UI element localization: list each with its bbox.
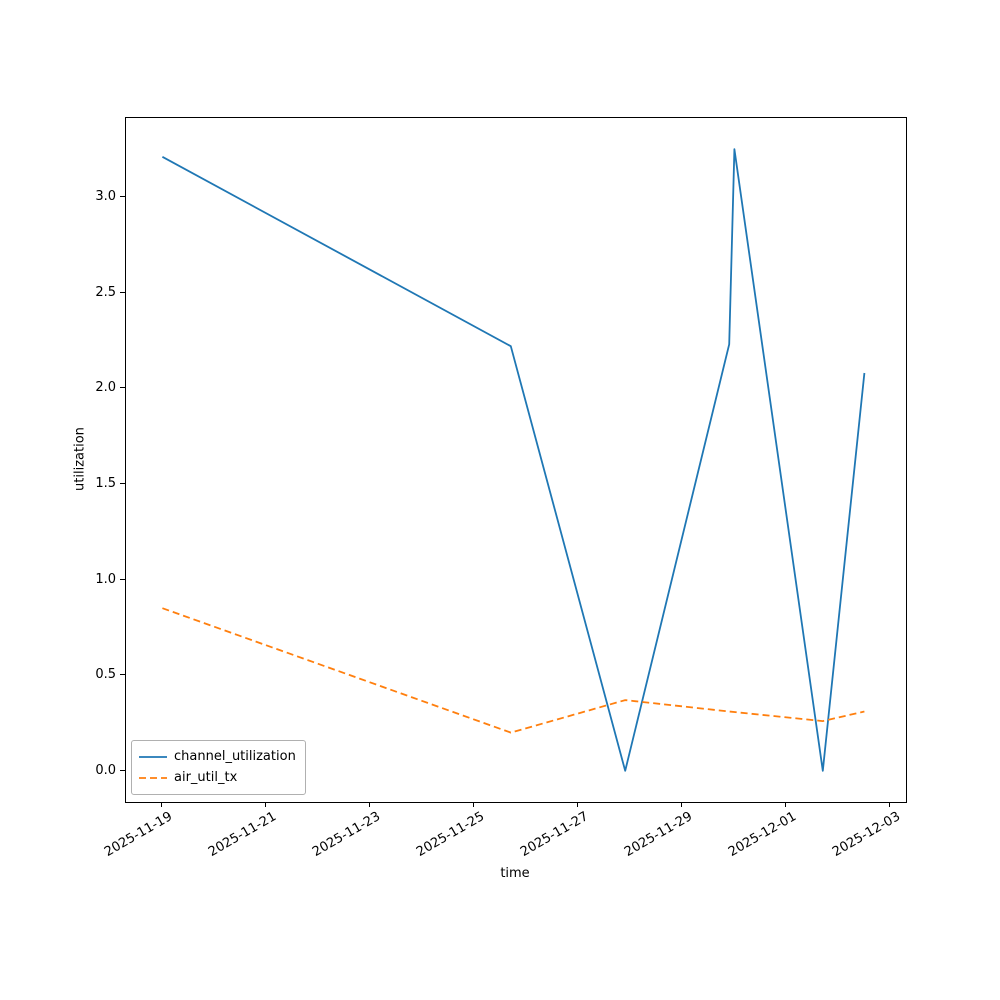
y-tick-mark (120, 578, 125, 580)
y-tick-label: 1.0 (95, 571, 116, 587)
x-tick-mark (161, 802, 163, 807)
line-chart (161, 148, 866, 772)
legend-label: air_util_tx (174, 770, 238, 785)
x-tick-mark (889, 802, 891, 807)
legend-line-sample (139, 755, 167, 758)
x-tick-mark (473, 802, 475, 807)
y-axis-label: utilization (72, 427, 88, 491)
legend-label: channel_utilization (174, 749, 296, 764)
y-tick-label: 0.5 (95, 667, 116, 683)
y-tick-mark (120, 482, 125, 484)
x-tick-mark (785, 802, 787, 807)
x-tick-mark (369, 802, 371, 807)
y-tick-mark (120, 674, 125, 676)
x-tick-mark (681, 802, 683, 807)
series-line-channel_utilization (161, 148, 866, 772)
legend-entry: channel_utilization (139, 746, 296, 767)
y-tick-label: 1.5 (95, 475, 116, 491)
legend-entry: air_util_tx (139, 767, 296, 788)
y-tick-mark (120, 769, 125, 771)
y-tick-label: 3.0 (95, 188, 116, 204)
legend: channel_utilization air_util_tx (131, 740, 306, 795)
series-line-air_util_tx (162, 607, 865, 734)
x-tick-mark (577, 802, 579, 807)
y-tick-mark (120, 291, 125, 293)
y-tick-label: 2.0 (95, 380, 116, 396)
y-tick-label: 2.5 (95, 284, 116, 300)
plot-area: channel_utilization air_util_tx (125, 117, 907, 803)
x-axis-label: time (500, 866, 530, 881)
y-tick-label: 0.0 (95, 762, 116, 778)
y-tick-mark (120, 387, 125, 389)
x-tick-mark (265, 802, 267, 807)
y-tick-mark (120, 195, 125, 197)
legend-line-sample (139, 776, 167, 779)
